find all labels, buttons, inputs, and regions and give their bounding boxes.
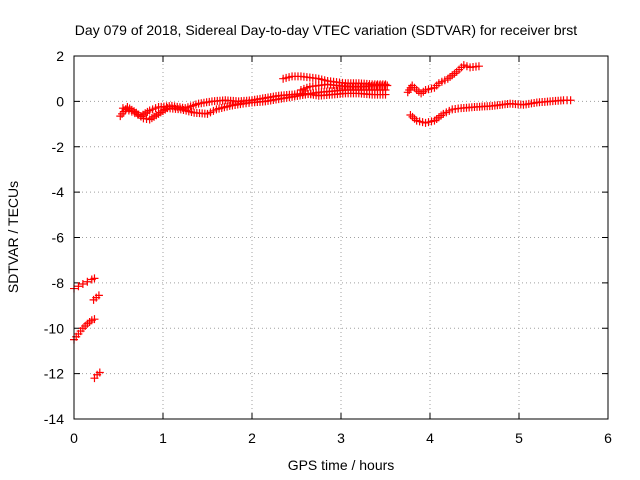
data-point [566,96,575,105]
x-axis-label: GPS time / hours [288,457,395,473]
data-point [474,62,483,71]
data-point [381,80,390,89]
y-axis-label: SDTVAR / TECUs [5,181,21,293]
data-point [408,112,417,121]
y-tick-label: -4 [52,184,65,200]
x-tick-label: 1 [159,430,167,446]
data-point [74,282,83,291]
x-tick-label: 4 [426,430,434,446]
y-tick-label: -12 [44,366,64,382]
x-tick-label: 2 [248,430,256,446]
data-point [406,110,415,119]
y-tick-label: -10 [44,320,64,336]
y-tick-label: -14 [44,411,64,427]
y-tick-label: -8 [52,275,65,291]
x-tick-label: 6 [604,430,612,446]
data-point [83,277,92,286]
y-tick-label: 0 [56,93,64,109]
data-marks [70,61,575,383]
data-point [95,368,104,377]
x-tick-label: 3 [337,430,345,446]
y-tick-label: -6 [52,230,65,246]
x-tick-label: 0 [70,430,78,446]
data-point [383,81,392,90]
data-point [90,315,99,324]
data-point [78,280,87,289]
data-point [94,291,103,300]
chart-title: Day 079 of 2018, Sidereal Day-to-day VTE… [75,22,577,38]
grid [74,56,608,419]
plot-frame [73,55,609,420]
data-point [381,90,390,99]
x-tick-label: 5 [515,430,523,446]
data-point [90,274,99,283]
y-tick-label: -2 [52,139,65,155]
y-tick-label: 2 [56,48,64,64]
